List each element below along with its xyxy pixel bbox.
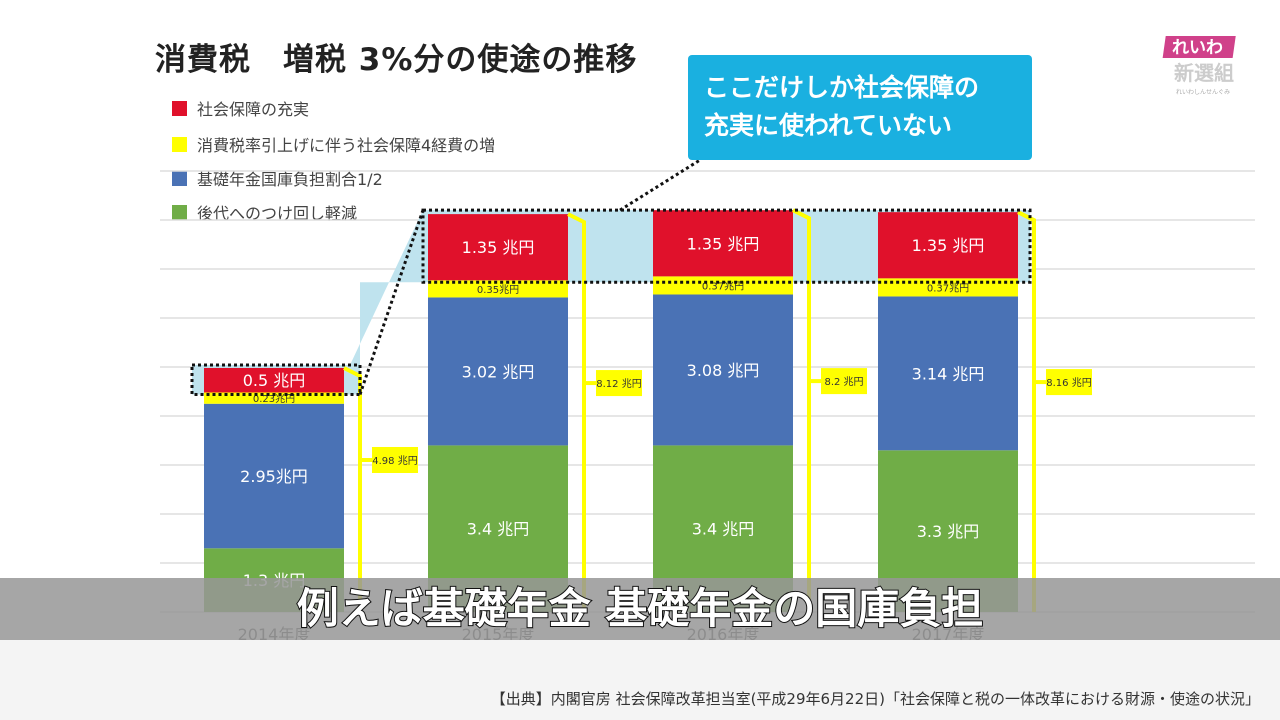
total-label-box [821,368,867,395]
data-label: 3.4 兆円 [692,520,755,539]
data-label: 1.35 兆円 [687,234,760,253]
data-label: 0.23兆円 [253,393,295,405]
legend-swatch [172,204,187,220]
data-label: 0.5 兆円 [243,371,306,390]
total-label: 8.2 兆円 [824,376,863,388]
chart-title: 消費税 増税 3%分の使途の推移 [155,42,638,78]
data-label: 3.08 兆円 [687,361,760,380]
svg-text:れいわ: れいわ [1172,38,1223,58]
data-label: 3.14 兆円 [912,364,985,383]
legend-item: 後代へのつけ回し軽減 [172,200,357,224]
total-label-box [1046,369,1092,396]
data-label: 1.35 兆円 [462,238,535,257]
legend-label: 後代へのつけ回し軽減 [197,204,358,223]
bar-segment [428,280,568,298]
legend-label: 社会保障の充実 [197,100,310,119]
logo: れいわ 新選組 れいわしんせんぐみ [1162,36,1236,96]
total-bracket [567,212,586,612]
data-label: 0.37兆円 [927,282,969,294]
bar-segment [204,367,344,393]
legend-item: 社会保障の充実 [172,96,309,120]
data-label: 3.02 兆円 [462,362,535,381]
legend-label: 消費税率引上げに伴う社会保障4経費の増 [197,136,496,155]
footer [0,640,1280,720]
data-label: 0.35兆円 [477,284,519,296]
total-bracket [1017,210,1036,612]
highlight-outline-2015-2017 [421,208,1032,284]
svg-text:新選組: 新選組 [1174,61,1234,85]
data-label: 1.35 兆円 [912,236,985,255]
source-citation: 【出典】内閣官房 社会保障改革担当室(平成29年6月22日)「社会保障と税の一体… [490,690,1260,708]
bar-segment [653,210,793,277]
data-label: 3.4 兆円 [467,520,530,539]
total-label: 8.16 兆円 [1046,377,1091,389]
data-label: 3.3 兆円 [917,522,980,541]
svg-text:れいわしんせんぐみ: れいわしんせんぐみ [1176,89,1230,96]
total-bracket [343,366,362,612]
total-label: 4.98 兆円 [372,455,417,467]
highlight-outline-2014 [190,363,362,396]
callout-line: ここだけしか社会保障の [704,73,980,102]
legend-label: 基礎年金国庫負担割合1/2 [197,170,383,189]
bar-segment [204,392,344,404]
data-label: 2.95兆円 [240,467,308,486]
highlight-area [192,210,1030,395]
total-label-box [596,370,642,397]
bar-segment [428,214,568,281]
total-bracket [792,208,811,612]
subtitle-band [0,578,1280,640]
total-label-box [372,446,418,473]
legend-item: 基礎年金国庫負担割合1/2 [172,166,383,190]
legend-item: 消費税率引上げに伴う社会保障4経費の増 [172,132,495,156]
subtitle: 例えば基礎年金 基礎年金の国庫負担 [296,583,985,634]
legend-swatch [172,170,187,186]
bar-segment [653,294,793,446]
legend-swatch [172,136,187,152]
bar-segment [428,297,568,446]
legend-swatch [172,100,187,116]
callout-box: ここだけしか社会保障の 充実に使われていない [688,55,1032,160]
total-label: 8.12 兆円 [596,378,641,390]
bar-segment [204,403,344,549]
callout-pointer [619,158,701,212]
bar-segment [878,296,1018,451]
bar-segment [878,212,1018,279]
callout-line: 充実に使われていない [704,111,953,140]
connector-line [358,209,425,395]
